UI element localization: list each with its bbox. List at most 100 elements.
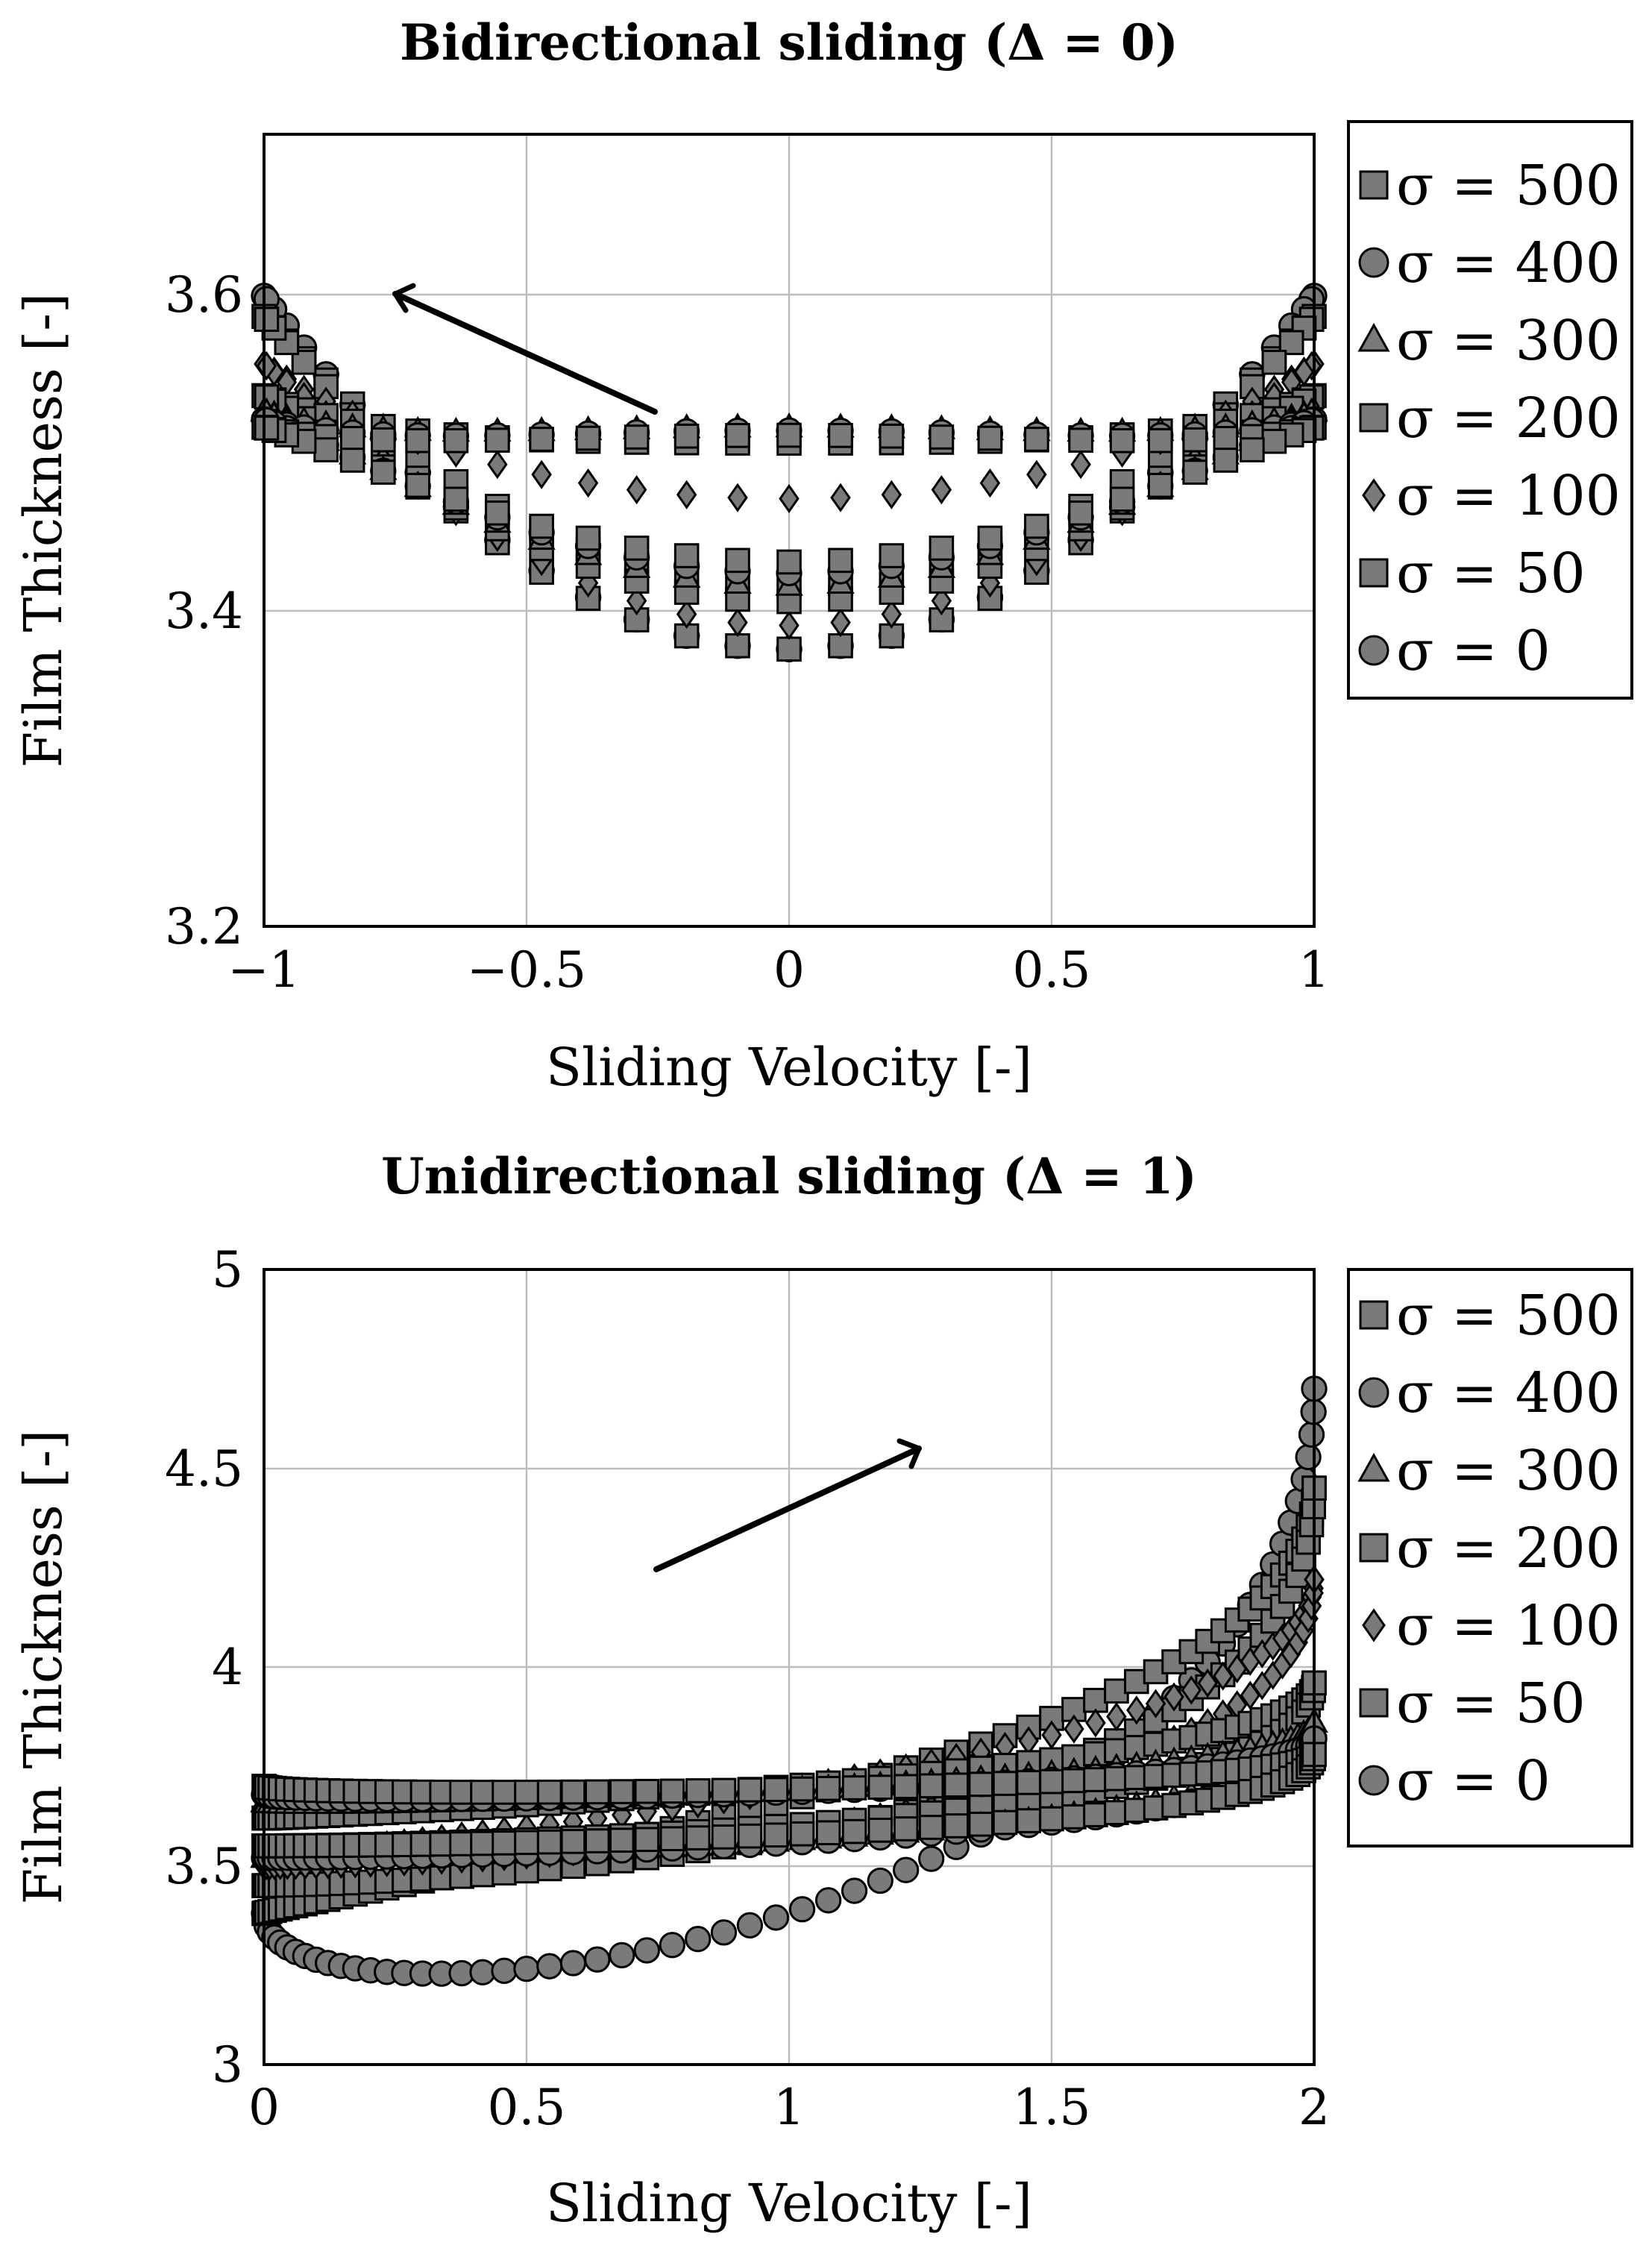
legend-items: σ = 500 σ = 400 σ = 300 σ = 200 σ = 100 σ = 5… (1357, 1284, 1621, 1813)
y-tick-label: 4 (212, 1639, 243, 1696)
legend-entry: σ = 0 (1358, 619, 1551, 683)
data-point (1148, 427, 1173, 453)
data-point (485, 427, 510, 453)
data-point (968, 1811, 994, 1837)
data-point (977, 425, 1003, 451)
data-point (1182, 459, 1207, 485)
data-point (537, 1829, 562, 1855)
data-markers (250, 1375, 1328, 1987)
data-point (943, 1772, 970, 1798)
data-point (624, 424, 650, 450)
data-point (676, 480, 697, 509)
data-point (575, 525, 601, 551)
data-point (536, 1953, 563, 1980)
data-point (624, 536, 650, 561)
x-tick-label: −0.5 (467, 941, 586, 999)
data-point (469, 1959, 496, 1985)
legend-marker (1358, 635, 1389, 666)
data-point (470, 1780, 495, 1805)
arrow-shaft (392, 291, 658, 415)
data-point (1109, 428, 1135, 453)
data-point (626, 586, 647, 616)
data-point (1298, 1421, 1325, 1448)
x-axis: 0 0.5 1 1.5 2 Sliding Velocity [-] (248, 2079, 1330, 2234)
y-axis-label: Film Thickness [-] (13, 293, 74, 768)
legend-marker (1358, 1765, 1389, 1796)
data-point (531, 459, 552, 489)
data-point (449, 1780, 474, 1805)
data-point (841, 1775, 867, 1801)
legend-label: σ = 50 (1396, 541, 1586, 606)
data-point (1061, 1804, 1087, 1830)
data-point (685, 1926, 712, 1953)
data-point (1261, 428, 1287, 454)
data-point (931, 586, 952, 616)
y-tick-label: 3.6 (165, 266, 243, 324)
data-point (918, 1773, 944, 1799)
y-axis-label: Film Thickness [-] (13, 1430, 74, 1905)
data-point (1061, 1768, 1087, 1794)
data-point (763, 1822, 789, 1848)
data-point (879, 543, 905, 568)
legend-entry: σ = 300 (1357, 309, 1621, 373)
grid-lines (264, 134, 1314, 926)
data-point (254, 307, 280, 332)
data-point (841, 1877, 868, 1904)
legend-label: σ = 50 (1396, 1671, 1586, 1736)
data-point (256, 351, 277, 381)
legend-entry: σ = 200 (1359, 1516, 1621, 1580)
legend-marker (1357, 322, 1390, 352)
data-point (918, 1815, 944, 1840)
data-point (1213, 426, 1239, 451)
arrow-head (896, 1438, 922, 1469)
data-point (867, 1774, 893, 1800)
plot-area (263, 1268, 1316, 2066)
data-point (685, 1778, 711, 1803)
data-point (881, 480, 902, 509)
data-point (929, 424, 955, 450)
legend-label: σ = 500 (1396, 154, 1621, 218)
data-point (929, 536, 955, 561)
x-tick-label: 2 (1298, 2079, 1330, 2136)
data-point (1295, 1443, 1322, 1471)
legend-label: σ = 200 (1396, 1516, 1621, 1580)
legend-entry: σ = 100 (1362, 1594, 1621, 1658)
data-point (931, 475, 952, 505)
legend-marker (1359, 1533, 1389, 1563)
data-point (659, 1778, 685, 1804)
y-axis: 3 3.5 4 4.5 5 Film Thickness [-] (13, 1241, 243, 2094)
data-point (559, 1950, 587, 1977)
data-point (1145, 1689, 1166, 1718)
data-point (943, 1813, 970, 1839)
data-point (1109, 486, 1135, 512)
data-point (763, 1777, 789, 1803)
data-point (1212, 1661, 1234, 1691)
arrow-shaft (653, 1445, 922, 1572)
x-tick-label: 1 (773, 2079, 805, 2136)
data-point (893, 1856, 920, 1883)
data-point (609, 1827, 635, 1853)
y-axis: 3.2 3.4 3.6 Film Thickness [-] (13, 266, 243, 955)
legend: σ = 500 σ = 400 σ = 300 σ = 200 σ = 100 σ = 5… (1347, 120, 1633, 700)
data-point (584, 1779, 610, 1805)
data-point (828, 423, 853, 448)
legend-label: σ = 0 (1396, 1749, 1551, 1813)
legend-entry: σ = 300 (1357, 1439, 1621, 1503)
data-point (788, 1896, 816, 1923)
data-point (405, 472, 430, 498)
annotation-arrow (653, 1438, 922, 1572)
data-point (659, 1932, 685, 1959)
data-point (1024, 513, 1049, 539)
legend-entry: σ = 50 (1359, 541, 1586, 606)
data-point (711, 1824, 737, 1850)
x-tick-label: 0.5 (1013, 941, 1091, 999)
legend-marker (1358, 247, 1389, 278)
data-point (828, 547, 853, 574)
data-point (626, 475, 647, 505)
data-point (737, 1777, 763, 1803)
legend-entry: σ = 400 (1358, 1361, 1621, 1425)
data-point (443, 486, 469, 512)
data-point (371, 427, 396, 453)
data-point (762, 1904, 790, 1931)
data-point (529, 513, 554, 539)
